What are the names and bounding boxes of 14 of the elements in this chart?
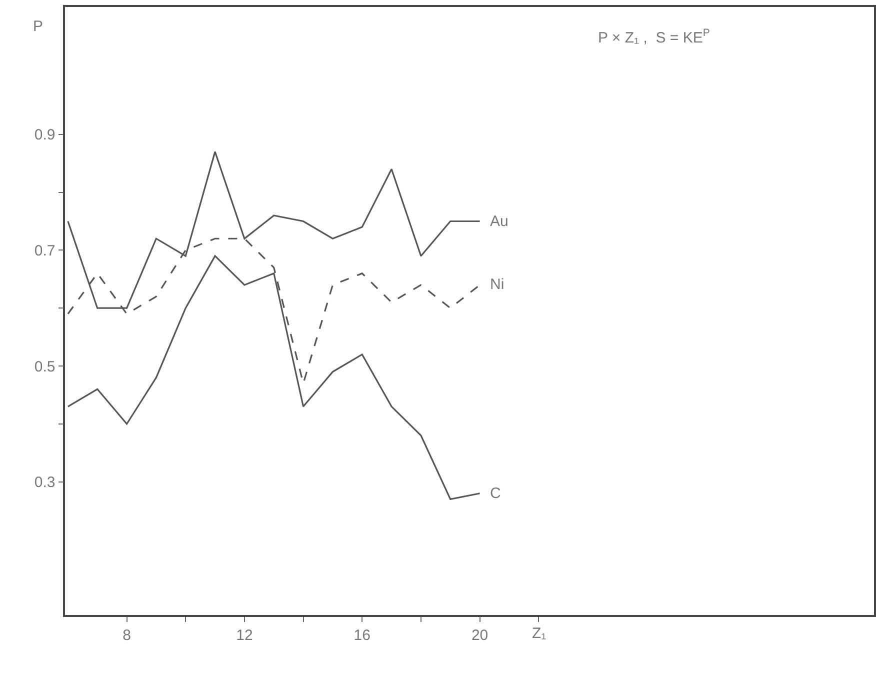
series-label: Ni (490, 276, 504, 293)
x-axis-title: Z₁ (532, 625, 546, 642)
y-axis-title: P (33, 18, 44, 35)
x-tick-label: 16 (354, 626, 370, 644)
y-tick-label: 0.3 (34, 474, 56, 492)
text: P × Z₁ , S = KE$^{P}$ (598, 27, 710, 46)
x-tick-label: 20 (471, 626, 488, 644)
y-tick-label: 0.9 (34, 126, 56, 144)
x-tick-label: 12 (236, 626, 253, 644)
series-label: Au (490, 213, 508, 230)
y-tick-label: 0.7 (34, 242, 56, 260)
x-tick-label: 8 (122, 626, 131, 644)
y-tick-label: 0.5 (34, 358, 56, 376)
series-label: C (490, 485, 501, 502)
